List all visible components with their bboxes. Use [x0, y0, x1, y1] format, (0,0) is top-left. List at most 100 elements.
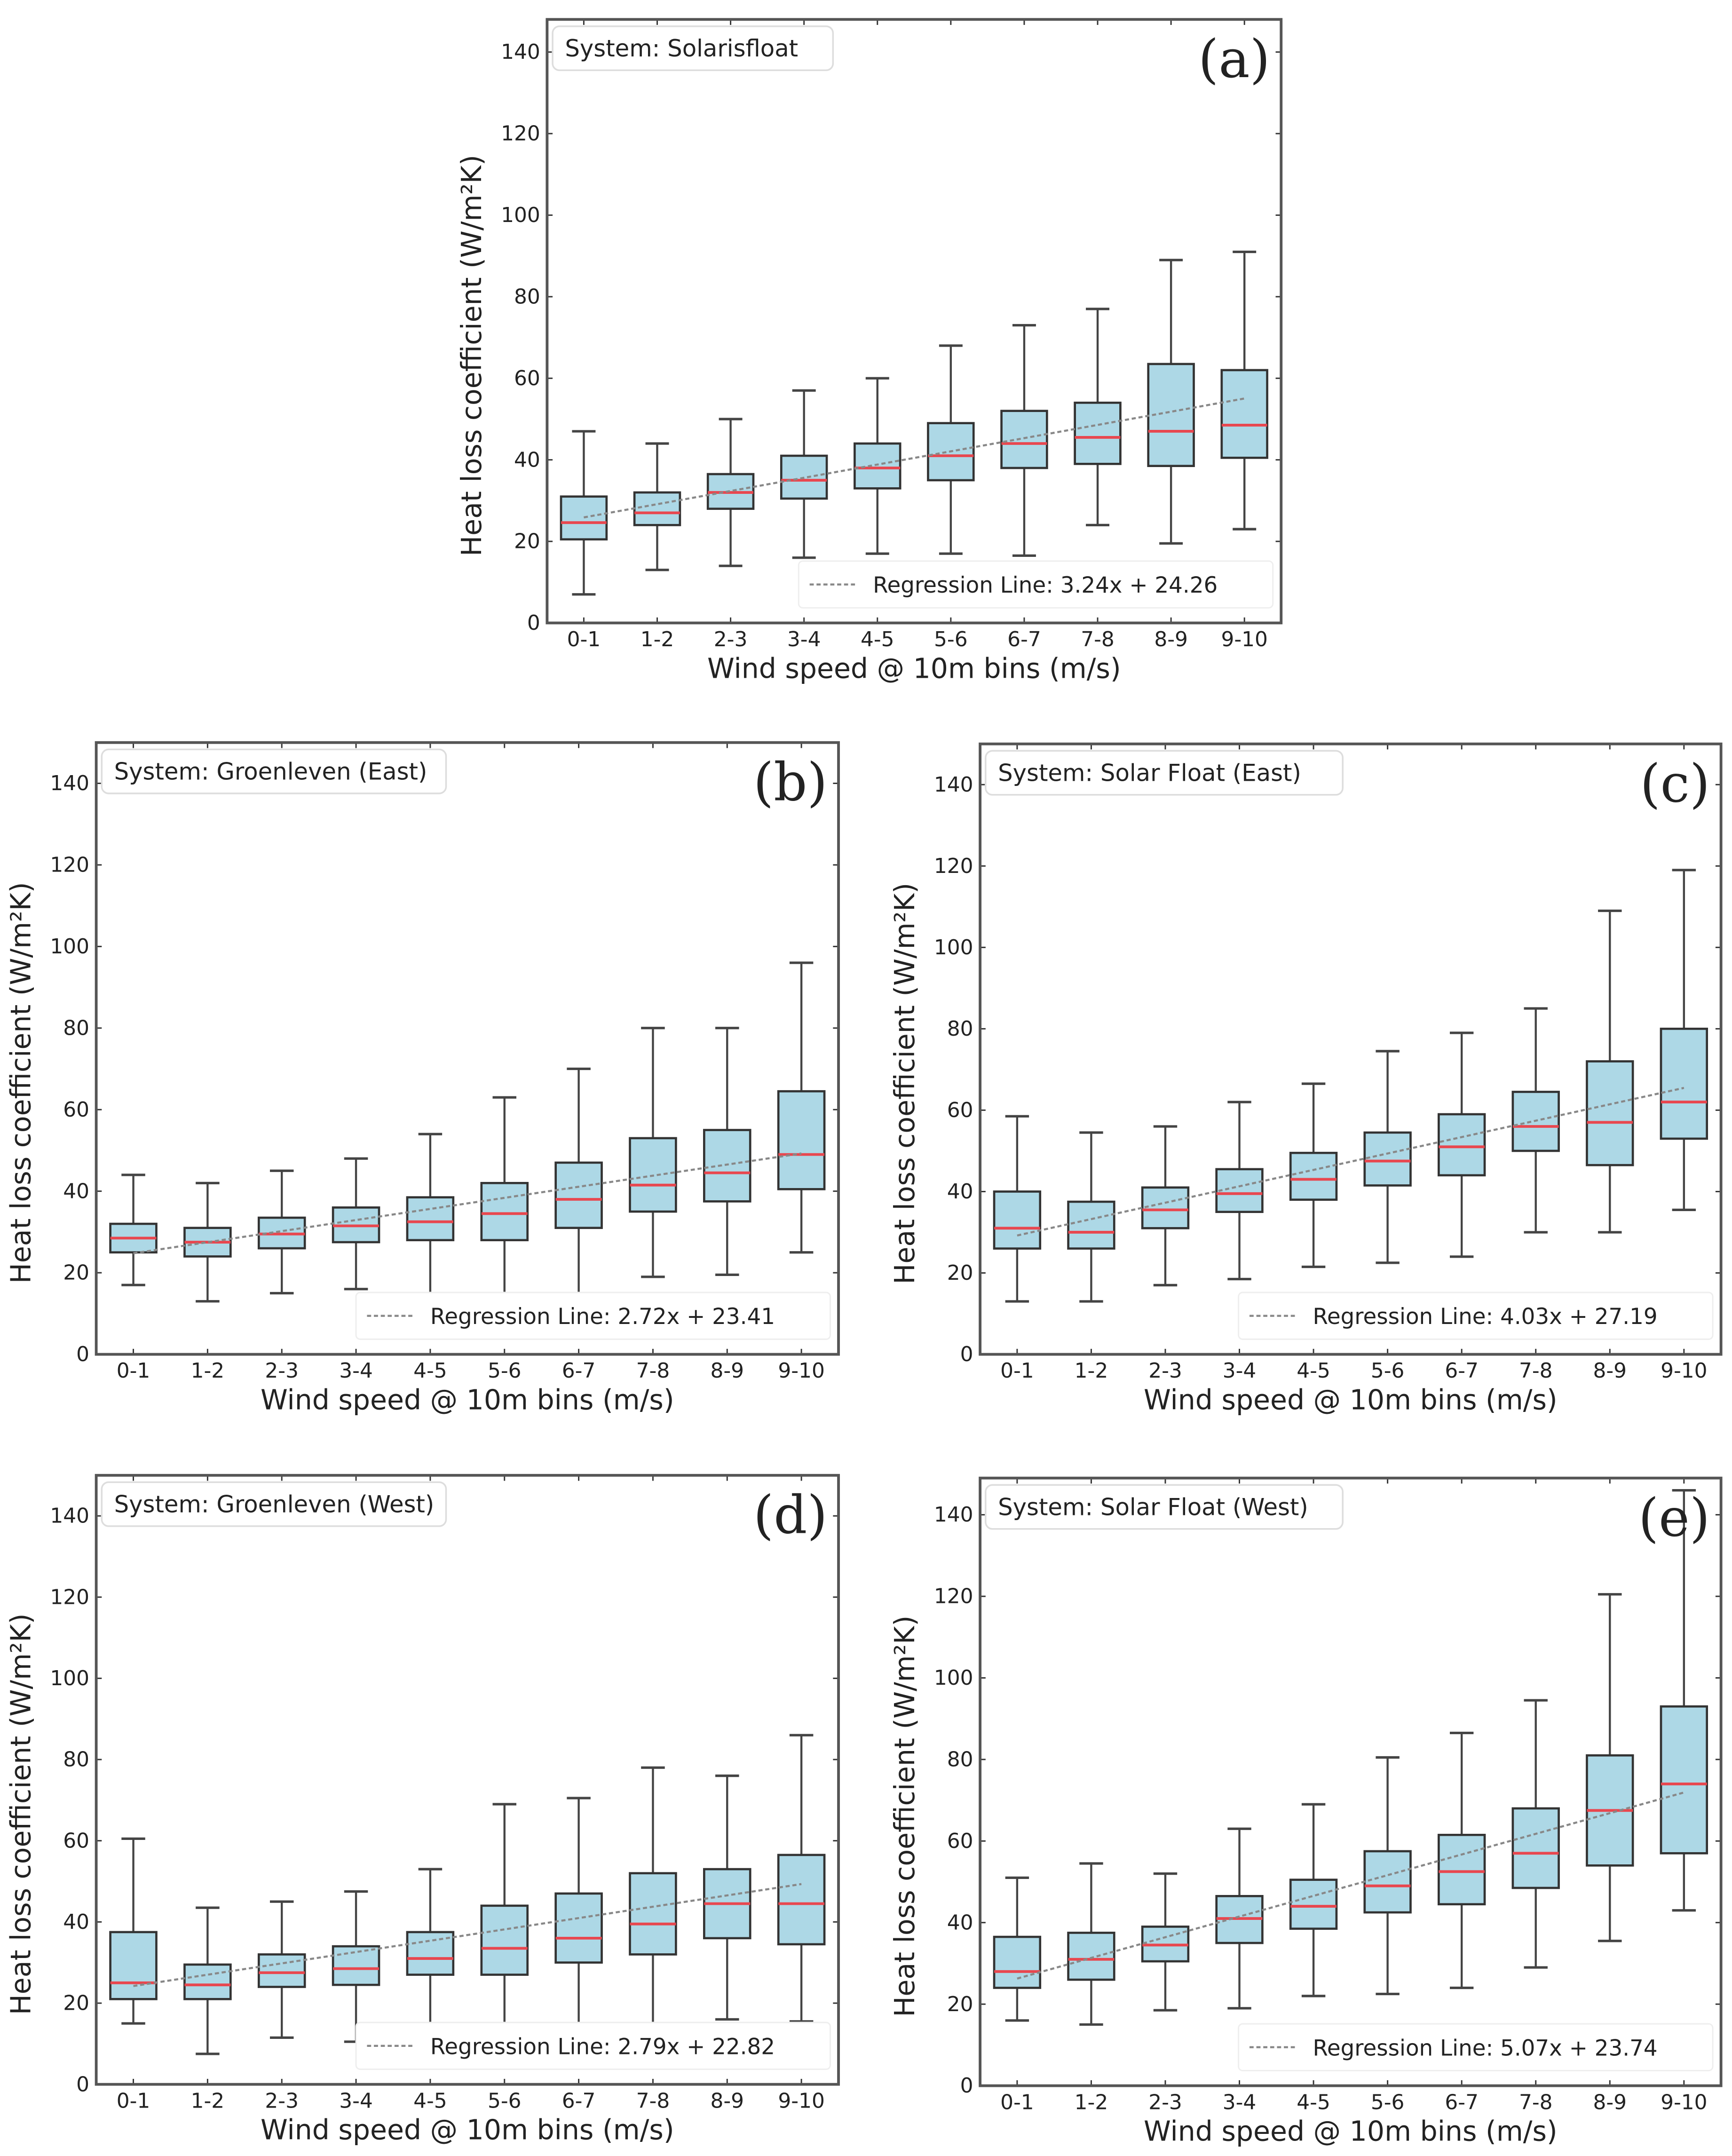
iqr-box — [777, 1854, 826, 1946]
y-tick-label: 20 — [63, 1261, 89, 1285]
x-tick-label: 5-6 — [488, 1359, 522, 1383]
iqr-box — [183, 1963, 232, 2000]
iqr-box — [332, 1945, 380, 1986]
y-tick-label: 140 — [50, 771, 89, 795]
x-tick-label: 9-10 — [1661, 2090, 1707, 2114]
y-tick-label: 140 — [50, 1504, 89, 1528]
panel-d: 0 20 40 60 80 100 120 140 0-1 1-2 2-3 3-4 4-5 5-6 6-7 7… — [5, 1474, 840, 2146]
y-tick-label: 0 — [960, 1342, 973, 1366]
box-7-8 — [1074, 308, 1122, 527]
box-1-2 — [183, 1181, 232, 1303]
legend: Regression Line: 2.79x + 22.82 — [355, 2021, 831, 2070]
box-0-1 — [109, 1837, 158, 2025]
y-tick-label: 80 — [63, 1016, 89, 1040]
box-0-1 — [109, 1173, 158, 1286]
x-tick-label: 7-8 — [1081, 627, 1115, 651]
legend: Regression Line: 4.03x + 27.19 — [1238, 1292, 1714, 1340]
box-0-1 — [993, 1876, 1042, 2022]
panel-label: (e) — [1638, 1488, 1710, 1548]
x-tick-label: 8-9 — [1593, 2090, 1627, 2114]
box-6-7 — [1438, 1031, 1486, 1258]
box-7-8 — [629, 1766, 677, 2045]
y-tick-label: 40 — [63, 1910, 89, 1934]
y-tick-label: 0 — [76, 2072, 89, 2096]
x-tick-label: 0-1 — [117, 2089, 150, 2113]
y-tick-label: 140 — [934, 1503, 973, 1527]
iqr-box — [480, 1181, 529, 1242]
legend-frame — [798, 560, 1274, 609]
iqr-box — [1220, 369, 1268, 459]
box-9-10 — [777, 1734, 826, 2023]
x-tick-label: 6-7 — [562, 2089, 596, 2113]
x-tick-label: 0-1 — [1000, 2090, 1034, 2114]
box-3-4 — [780, 389, 828, 559]
x-tick-label: 1-2 — [191, 1359, 225, 1383]
iqr-box — [1363, 1131, 1412, 1187]
x-tick-label: 6-7 — [562, 1359, 596, 1383]
system-label-box: System: Solar Float (West) — [985, 1484, 1344, 1530]
box-0-1 — [993, 1115, 1042, 1303]
iqr-box — [1438, 1833, 1486, 1906]
x-tick-label: 2-3 — [1148, 2090, 1182, 2114]
y-tick-label: 20 — [514, 530, 540, 554]
box-5-6 — [1363, 1756, 1412, 1996]
system-label-frame — [985, 750, 1344, 796]
legend: Regression Line: 2.72x + 23.41 — [355, 1292, 831, 1340]
y-tick-label: 20 — [947, 1992, 973, 2016]
box-9-10 — [1660, 869, 1708, 1212]
x-tick-label: 7-8 — [1519, 1359, 1553, 1383]
iqr-box — [109, 1931, 158, 2000]
system-label: System: Solar Float (East) — [998, 760, 1301, 787]
y-tick-label: 60 — [514, 366, 540, 390]
regression-line — [133, 1152, 802, 1254]
box-3-4 — [1215, 1101, 1264, 1281]
legend: Regression Line: 3.24x + 24.26 — [798, 560, 1274, 609]
box-1-2 — [1067, 1131, 1115, 1303]
x-tick-label: 5-6 — [488, 2089, 522, 2113]
iqr-box — [633, 491, 681, 526]
y-tick-label: 100 — [934, 935, 973, 959]
y-tick-label: 80 — [947, 1748, 973, 1772]
iqr-box — [406, 1931, 455, 1976]
box-6-7 — [1438, 1731, 1486, 1990]
system-label-box: System: Groenleven (West) — [101, 1481, 447, 1527]
iqr-box — [1067, 1200, 1115, 1250]
legend-frame — [355, 2021, 831, 2070]
plot-frame — [979, 742, 1723, 1356]
iqr-box — [554, 1161, 603, 1229]
panel-label: (c) — [1640, 753, 1710, 814]
legend-label: Regression Line: 2.79x + 22.82 — [430, 2034, 775, 2060]
box-4-5 — [1289, 1803, 1338, 1997]
y-tick-label: 140 — [501, 40, 540, 64]
legend-frame — [355, 1292, 831, 1340]
system-label-frame — [101, 748, 447, 794]
x-tick-label: 0-1 — [1000, 1359, 1034, 1383]
system-label: System: Groenleven (West) — [114, 1491, 435, 1518]
system-label-frame — [101, 1481, 447, 1527]
system-label-frame — [552, 25, 834, 71]
legend-frame — [1238, 2023, 1714, 2071]
iqr-box — [406, 1196, 455, 1242]
iqr-box — [777, 1090, 826, 1190]
x-tick-label: 1-2 — [191, 2089, 225, 2113]
iqr-box — [480, 1904, 529, 1976]
system-label: System: Solar Float (West) — [998, 1494, 1308, 1521]
x-tick-label: 3-4 — [787, 627, 821, 651]
box-6-7 — [1000, 324, 1048, 557]
y-tick-label: 60 — [947, 1098, 973, 1122]
y-tick-label: 80 — [63, 1748, 89, 1772]
x-axis-label: Wind speed @ 10m bins (m/s) — [261, 1384, 674, 1416]
x-tick-label: 8-9 — [1154, 627, 1188, 651]
x-tick-label: 4-5 — [1297, 1359, 1330, 1383]
y-tick-label: 120 — [934, 854, 973, 878]
panel-label: (b) — [753, 753, 828, 813]
y-tick-label: 120 — [934, 1585, 973, 1609]
box-5-6 — [927, 344, 975, 555]
y-tick-label: 100 — [934, 1666, 973, 1690]
system-label-box: System: Groenleven (East) — [101, 748, 447, 794]
legend: Regression Line: 5.07x + 23.74 — [1238, 2023, 1714, 2071]
panel-c: 0 20 40 60 80 100 120 140 0-1 1-2 2-3 3-4 4-5 5-6 6-7 7… — [889, 742, 1723, 1416]
x-tick-label: 1-2 — [641, 627, 674, 651]
box-4-5 — [406, 1133, 455, 1299]
box-2-3 — [1141, 1872, 1190, 2012]
